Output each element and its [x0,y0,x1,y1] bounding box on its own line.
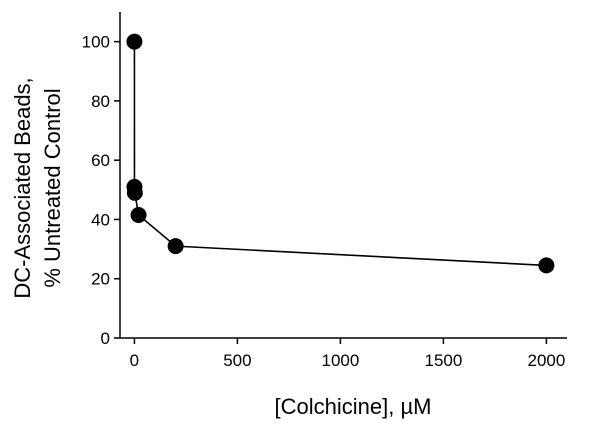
y-tick-label: 100 [82,33,110,52]
plot-area: 0 20 40 60 80 100 0 500 1000 1500 2000 [82,12,567,370]
data-point [130,207,147,224]
data-markers [126,33,555,274]
x-tick-label: 1500 [424,351,462,370]
x-tick-label: 1000 [321,351,359,370]
y-ticks: 0 20 40 60 80 100 [82,33,120,348]
y-axis-title-line-1: DC-Associated Beads, [10,77,35,298]
data-point [126,33,143,50]
x-tick-label: 500 [223,351,251,370]
x-tick-label: 2000 [527,351,565,370]
series-line [133,41,547,267]
y-tick-label: 80 [91,92,110,111]
y-tick-label: 20 [91,270,110,289]
y-tick-label: 40 [91,210,110,229]
x-ticks: 0 500 1000 1500 2000 [130,338,565,370]
data-point [126,184,143,201]
y-tick-label: 0 [101,329,110,348]
x-tick-label: 0 [130,351,139,370]
x-axis-title: [Colchicine], µM [275,394,432,419]
y-axis-title-line-2: % Untreated Control [40,88,65,287]
y-tick-label: 60 [91,151,110,170]
data-point [167,238,184,255]
data-point [538,257,555,274]
